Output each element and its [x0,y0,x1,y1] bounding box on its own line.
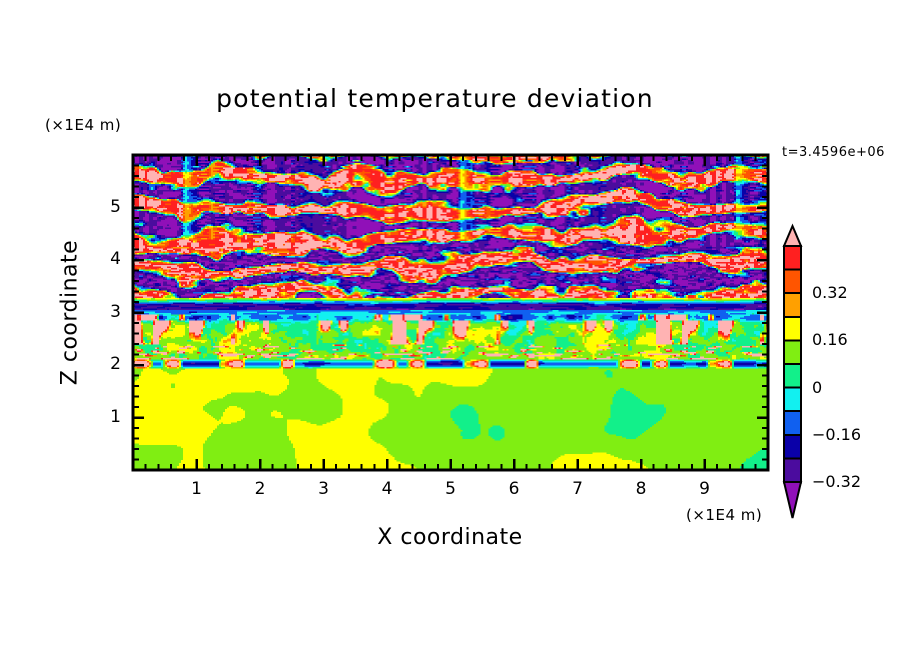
x-tick-label: 5 [431,479,471,499]
colorbar-band [784,317,801,341]
colorbar-band [784,364,801,388]
y-tick-label: 1 [93,407,121,427]
x-tick-label: 1 [177,479,217,499]
colorbar-tick-label: −0.16 [812,425,861,444]
colorbar-tick-label: −0.32 [812,472,861,491]
x-axis-unit-label: (×1E4 m) [686,506,762,524]
colorbar-band [784,293,801,317]
colorbar-band [784,340,801,364]
colorbar-band [784,246,801,270]
x-tick-label: 7 [558,479,598,499]
colorbar-band [784,388,801,412]
y-tick-label: 5 [93,197,121,217]
time-annotation: t=3.4596e+06 [782,145,885,160]
colorbar-band [784,435,801,459]
y-tick-label: 2 [93,354,121,374]
contour-plot-area [133,155,768,470]
colorbar-tick-label: 0 [812,378,822,397]
y-tick-label: 3 [93,302,121,322]
colorbar-band [784,458,801,482]
x-axis-title: X coordinate [233,525,667,550]
colorbar-band [784,270,801,294]
page-title: potential temperature deviation [0,84,870,113]
x-tick-label: 4 [367,479,407,499]
x-tick-label: 6 [494,479,534,499]
x-tick-label: 8 [621,479,661,499]
contour-fill-cells [133,155,768,470]
x-tick-label: 3 [304,479,344,499]
colorbar-tick-label: 0.16 [812,330,848,349]
colorbar [784,226,801,518]
y-axis-unit-label: (×1E4 m) [45,116,121,134]
colorbar-band [784,411,801,435]
colorbar-tick-label: 0.32 [812,283,848,302]
y-axis-title: Z coordinate [58,213,83,413]
x-tick-label: 9 [685,479,725,499]
y-tick-label: 4 [93,249,121,269]
x-tick-label: 2 [240,479,280,499]
